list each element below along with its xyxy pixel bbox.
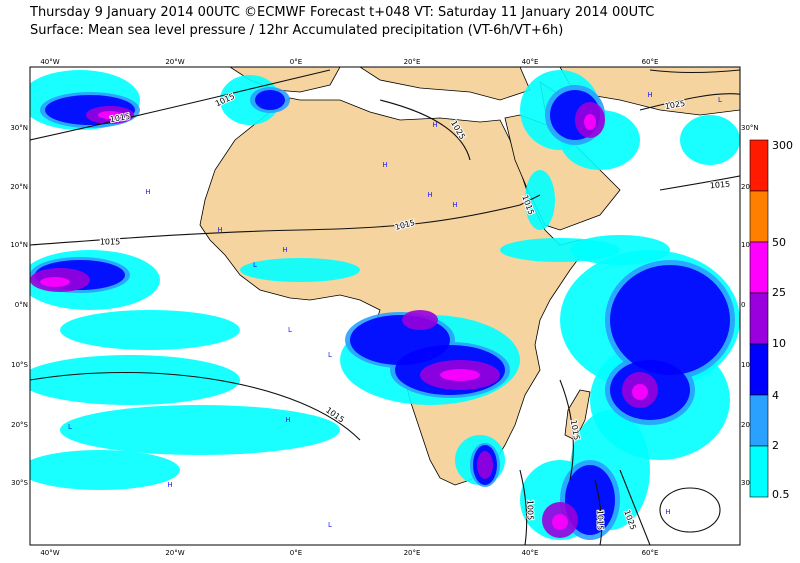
legend-label: 10 xyxy=(772,337,786,350)
isobar xyxy=(30,69,331,141)
isobar xyxy=(379,99,471,161)
legend-swatch xyxy=(749,394,769,447)
latitude-label: 20 xyxy=(741,183,750,191)
latitude-label: 10 xyxy=(741,241,750,249)
precipitation-area xyxy=(60,310,240,350)
longitude-label: 20°E xyxy=(404,58,421,66)
latitude-label: 0°N xyxy=(15,301,28,309)
isobar xyxy=(639,93,740,111)
precipitation-area xyxy=(30,355,240,405)
pressure-center: H xyxy=(285,416,290,424)
pressure-center: H xyxy=(217,226,222,234)
legend-swatch xyxy=(749,139,769,192)
precipitation-area xyxy=(240,258,360,282)
longitude-label: 20°W xyxy=(165,549,184,557)
legend-label: 50 xyxy=(772,236,786,249)
legend-swatch xyxy=(749,292,769,345)
longitude-label: 40°W xyxy=(40,549,59,557)
isobar xyxy=(30,371,361,441)
land xyxy=(359,67,531,101)
legend-swatch xyxy=(749,445,769,498)
precipitation-area xyxy=(570,235,670,265)
longitude-label: 40°E xyxy=(522,549,539,557)
pressure-center: H xyxy=(665,508,670,516)
precipitation-area xyxy=(255,90,285,110)
precipitation-area xyxy=(30,450,180,490)
longitude-label: 40°E xyxy=(522,58,539,66)
pressure-center: H xyxy=(452,201,457,209)
pressure-center: H xyxy=(145,188,150,196)
latitude-label: 30°N xyxy=(741,124,759,132)
pressure-center: H xyxy=(382,161,387,169)
legend-swatch xyxy=(749,241,769,294)
precipitation-area xyxy=(402,310,438,330)
latitude-label: 10°S xyxy=(11,361,28,369)
legend-label: 300 xyxy=(772,139,793,152)
longitude-label: 20°W xyxy=(165,58,184,66)
latitude-label: 10 xyxy=(741,361,750,369)
precipitation-area xyxy=(552,514,568,530)
isobar-label: 1015 xyxy=(100,238,120,247)
land xyxy=(564,389,591,441)
pressure-center: L xyxy=(68,423,72,431)
legend-label: 25 xyxy=(772,286,786,299)
pressure-center: L xyxy=(253,261,257,269)
latitude-label: 20°N xyxy=(10,183,28,191)
legend-label: 2 xyxy=(772,439,779,452)
longitude-label: 20°E xyxy=(404,549,421,557)
pressure-center: H xyxy=(432,121,437,129)
isobar xyxy=(519,469,528,545)
legend-label: 4 xyxy=(772,389,779,402)
subtitle: Surface: Mean sea level pressure / 12hr … xyxy=(30,23,564,38)
latitude-label: 30 xyxy=(741,479,750,487)
longitude-label: 0°E xyxy=(290,549,302,557)
isobar-label: 1015 xyxy=(709,180,730,191)
latitude-label: 10°N xyxy=(10,241,28,249)
title: Thursday 9 January 2014 00UTC ©ECMWF For… xyxy=(30,5,655,20)
legend-swatch xyxy=(749,343,769,396)
longitude-label: 60°E xyxy=(642,58,659,66)
longitude-label: 0°E xyxy=(290,58,302,66)
precipitation-area xyxy=(610,265,730,375)
isobar-label: 1005 xyxy=(526,500,535,520)
isobar xyxy=(30,194,541,246)
map-frame xyxy=(29,66,741,546)
latitude-label: 20°S xyxy=(11,421,28,429)
isobar xyxy=(559,379,574,481)
legend-swatch xyxy=(749,190,769,243)
precipitation-area xyxy=(584,114,596,130)
precipitation-area xyxy=(440,369,480,381)
precipitation-area xyxy=(477,451,493,479)
pressure-center: L xyxy=(718,96,722,104)
precipitation-area xyxy=(632,384,648,400)
pressure-center: H xyxy=(282,246,287,254)
longitude-label: 60°E xyxy=(642,549,659,557)
longitude-label: 40°W xyxy=(40,58,59,66)
latitude-label: 20 xyxy=(741,421,750,429)
isobar xyxy=(594,479,603,545)
isobar xyxy=(659,487,721,533)
precipitation-area xyxy=(98,111,122,119)
precipitation-area xyxy=(525,170,555,230)
pressure-center: H xyxy=(427,191,432,199)
isobar xyxy=(619,469,651,545)
isobar xyxy=(649,69,740,74)
legend-label: 0.5 xyxy=(772,488,790,501)
isobar-label: 1015 xyxy=(596,510,605,530)
latitude-label: 30°S xyxy=(11,479,28,487)
pressure-center: H xyxy=(647,91,652,99)
pressure-center: L xyxy=(288,326,292,334)
map-layers: 1015101510151025101510151025101510151015… xyxy=(30,67,740,545)
precipitation-area xyxy=(40,277,70,287)
pressure-center: L xyxy=(328,521,332,529)
precipitation-area xyxy=(60,405,340,455)
latitude-label: 30°N xyxy=(10,124,28,132)
latitude-label: 0 xyxy=(741,301,745,309)
precipitation-area xyxy=(680,115,740,165)
pressure-center: H xyxy=(167,481,172,489)
pressure-center: L xyxy=(328,351,332,359)
